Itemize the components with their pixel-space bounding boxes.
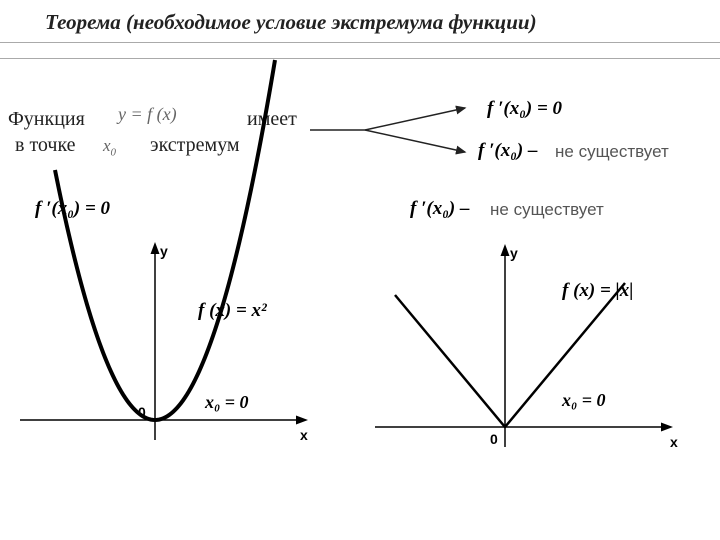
origin-label-left: 0 — [138, 404, 146, 420]
x0-base: x — [103, 136, 111, 155]
slide-root: Теорема (необходимое условие экстремума … — [0, 0, 720, 540]
left-x0-label: x₀ = 0 — [205, 392, 249, 413]
x-label-right: x — [670, 434, 678, 450]
x-label-left: x — [300, 427, 308, 443]
theorem-title: Теорема (необходимое условие экстремума … — [45, 10, 537, 35]
origin-label-right: 0 — [490, 431, 498, 447]
right-func-label: f (x) = |x| — [562, 280, 633, 302]
formula-x0: x0 — [103, 136, 116, 158]
divider-under — [0, 58, 720, 59]
x0-sub: 0 — [111, 146, 117, 158]
condition-2: f ′(x₀) – — [478, 140, 537, 162]
intro-line1a: Функция — [8, 108, 85, 131]
intro-line2b: экстремум — [150, 134, 240, 157]
right-x0-label: x₀ = 0 — [562, 390, 606, 411]
right-case-header-text: не существует — [490, 200, 604, 220]
y-label-left: y — [160, 243, 168, 259]
condition-2-text: не существует — [555, 142, 669, 162]
intro-line2a: в точке — [15, 134, 76, 157]
parabola-graph: y x 0 — [10, 240, 330, 480]
left-case-header: f ′(x₀) = 0 — [35, 198, 110, 220]
right-case-header: f ′(x₀) – — [410, 198, 469, 220]
abs-graph: y x 0 — [370, 242, 700, 482]
branch-arrows — [310, 90, 480, 170]
y-label-right: y — [510, 245, 518, 261]
condition-1: f ′(x₀) = 0 — [487, 98, 562, 120]
divider-top — [0, 42, 720, 43]
intro-line1b: имеет — [247, 108, 297, 131]
left-func-label: f (x) = x² — [198, 300, 267, 322]
formula-yfx: y = f (x) — [118, 104, 177, 125]
